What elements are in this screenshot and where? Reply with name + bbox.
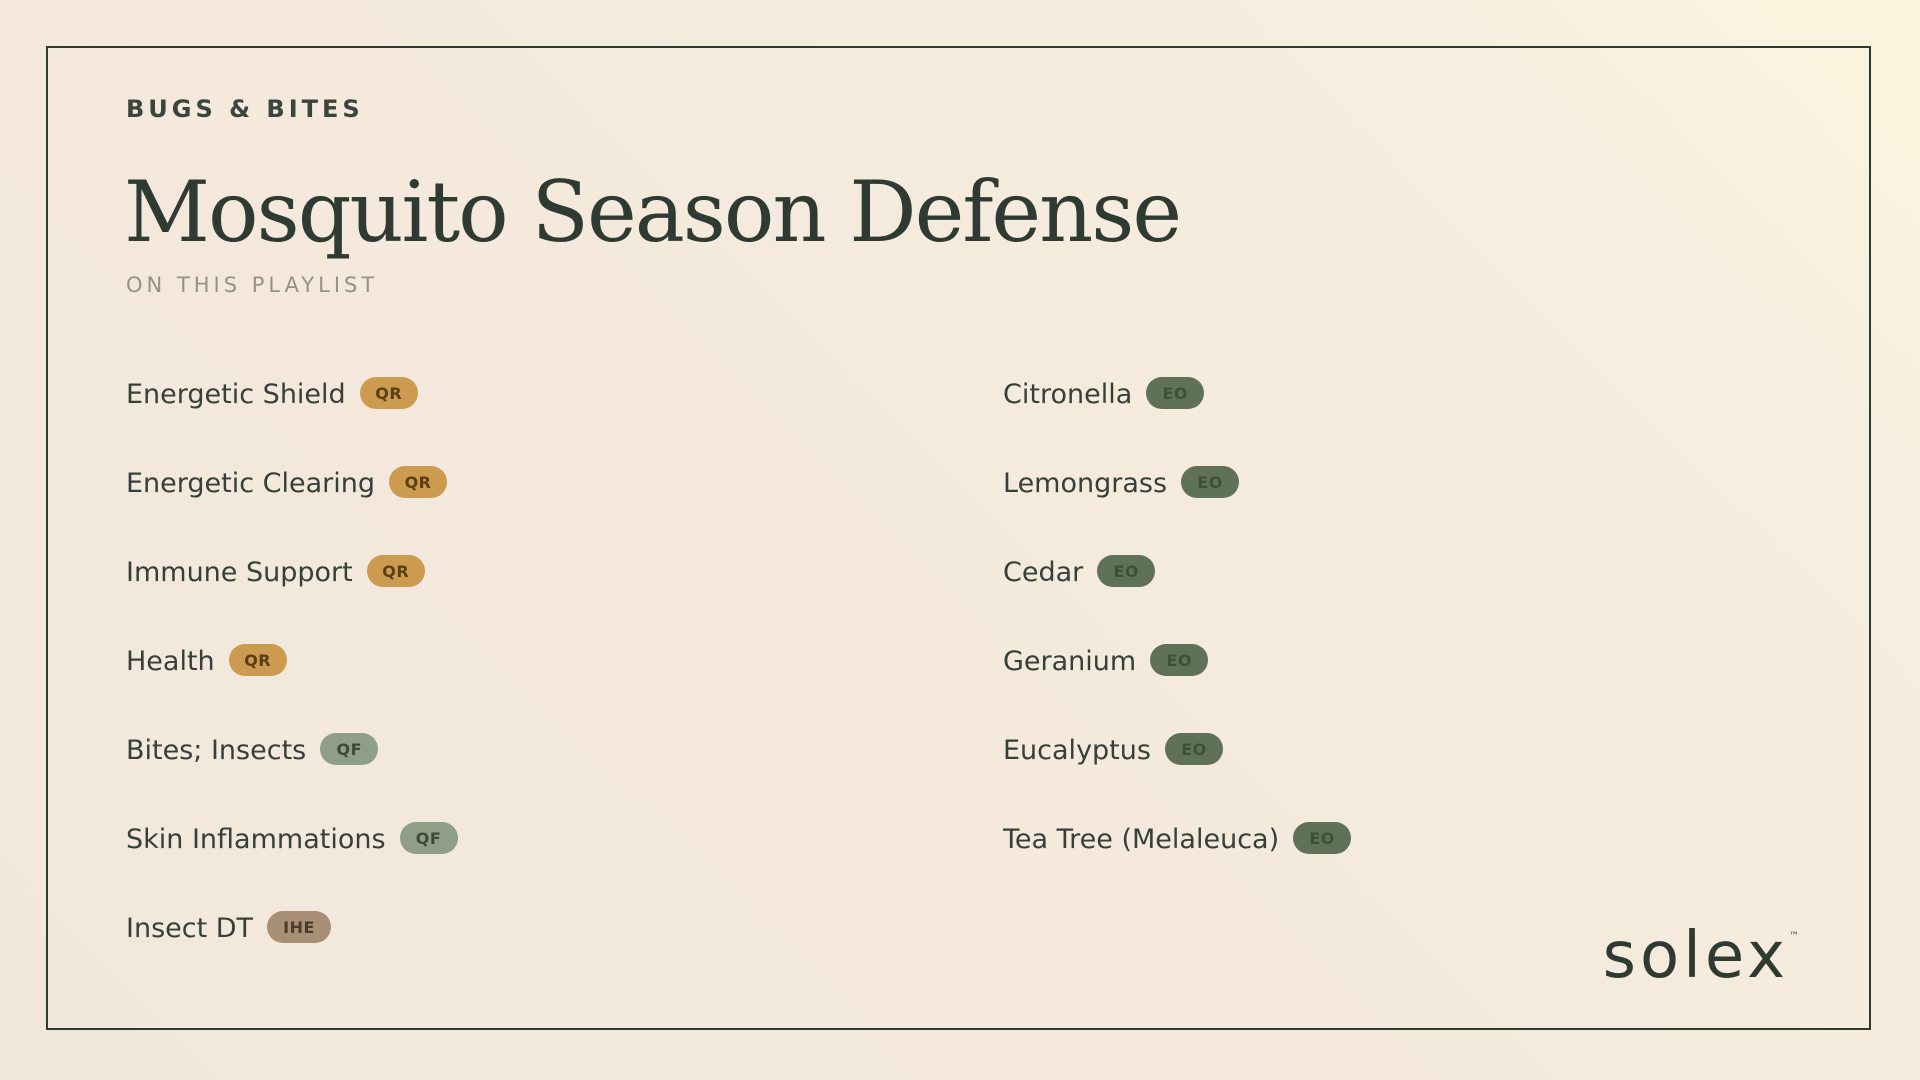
item-label: Citronella — [1003, 379, 1133, 410]
tag-badge: EO — [1146, 377, 1205, 409]
item-label: Eucalyptus — [1003, 735, 1151, 766]
left-column: Energetic Shield QR Energetic Clearing Q… — [126, 375, 458, 998]
brand-logo: solex™ — [1603, 924, 1799, 988]
category-eyebrow: BUGS & BITES — [126, 95, 364, 123]
list-item[interactable]: Tea Tree (Melaleuca) EO — [1003, 820, 1352, 909]
item-label: Insect DT — [126, 913, 254, 944]
tag-badge: QR — [359, 377, 418, 409]
list-item[interactable]: Eucalyptus EO — [1003, 731, 1351, 820]
list-item[interactable]: Geranium EO — [1003, 642, 1351, 731]
tag-badge: QF — [399, 822, 458, 854]
tag-badge: EO — [1097, 555, 1156, 587]
list-item[interactable]: Energetic Shield QR — [126, 375, 458, 464]
list-item[interactable]: Citronella EO — [1003, 375, 1351, 464]
list-item[interactable]: Lemongrass EO — [1003, 464, 1351, 553]
brand-name: solex — [1602, 919, 1789, 993]
list-item[interactable]: Bites; Insects QF — [126, 731, 458, 820]
list-item[interactable]: Insect DT IHE — [126, 909, 458, 998]
card-frame: BUGS & BITES Mosquito Season Defense ON … — [46, 46, 1871, 1030]
list-item[interactable]: Cedar EO — [1003, 553, 1351, 642]
item-label: Health — [126, 646, 215, 677]
item-label: Immune Support — [126, 557, 353, 588]
tag-badge: QR — [228, 644, 287, 676]
tag-badge: QF — [320, 733, 379, 765]
tag-badge: EO — [1181, 466, 1240, 498]
tag-badge: EO — [1164, 733, 1223, 765]
item-label: Geranium — [1003, 646, 1137, 677]
item-label: Bites; Insects — [126, 735, 307, 766]
tag-badge: EO — [1150, 644, 1209, 676]
list-item[interactable]: Skin Inflammations QF — [126, 820, 458, 909]
list-item[interactable]: Immune Support QR — [126, 553, 458, 642]
list-item[interactable]: Energetic Clearing QR — [126, 464, 458, 553]
tag-badge: QR — [389, 466, 448, 498]
right-column: Citronella EO Lemongrass EO Cedar EO Ger… — [1003, 375, 1352, 909]
playlist-subtitle: ON THIS PLAYLIST — [126, 273, 379, 297]
tag-badge: EO — [1293, 822, 1352, 854]
tag-badge: QR — [366, 555, 425, 587]
item-label: Skin Inflammations — [126, 824, 386, 855]
list-item[interactable]: Health QR — [126, 642, 458, 731]
item-label: Energetic Shield — [126, 379, 346, 410]
item-label: Cedar — [1003, 557, 1084, 588]
trademark-mark: ™ — [1789, 931, 1799, 942]
item-label: Energetic Clearing — [126, 468, 376, 499]
item-label: Lemongrass — [1003, 468, 1168, 499]
page-title: Mosquito Season Defense — [124, 163, 1182, 261]
tag-badge: IHE — [267, 911, 332, 943]
item-label: Tea Tree (Melaleuca) — [1003, 824, 1280, 855]
